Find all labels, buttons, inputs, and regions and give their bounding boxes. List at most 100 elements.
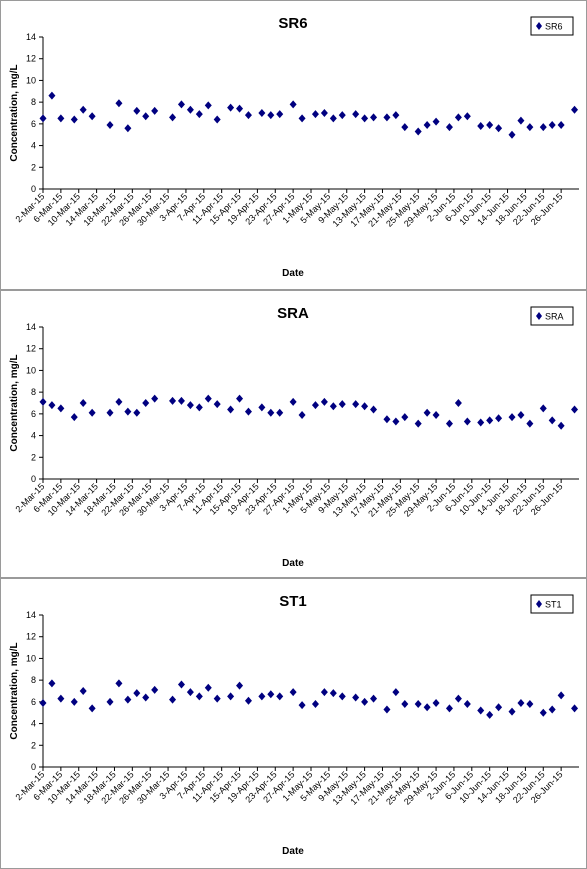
data-point: [338, 111, 346, 120]
data-point: [557, 120, 565, 129]
data-point: [508, 707, 516, 716]
data-point: [195, 110, 203, 119]
legend-marker: [536, 312, 542, 320]
data-point: [338, 692, 346, 701]
data-point: [401, 700, 409, 709]
data-point: [186, 105, 194, 114]
data-point: [477, 122, 485, 131]
data-point: [423, 408, 431, 417]
x-axis-label: Date: [282, 558, 304, 569]
data-point: [57, 694, 65, 703]
data-point: [571, 704, 579, 713]
data-point: [392, 111, 400, 120]
data-point: [320, 688, 328, 697]
data-point: [432, 117, 440, 126]
y-tick-label: 12: [26, 344, 36, 354]
data-point: [267, 408, 275, 417]
y-axis-label: Concentration, mg/L: [9, 354, 20, 451]
data-point: [445, 419, 453, 428]
y-tick-label: 4: [31, 431, 36, 441]
data-point: [276, 110, 284, 119]
data-point: [548, 120, 556, 129]
data-point: [311, 401, 319, 410]
y-tick-label: 14: [26, 32, 36, 42]
data-point: [39, 698, 47, 707]
data-point: [383, 113, 391, 122]
data-point: [463, 700, 471, 709]
data-point: [236, 394, 244, 403]
data-point: [258, 109, 266, 117]
data-point: [311, 700, 319, 709]
data-point: [177, 100, 185, 109]
data-point: [477, 418, 485, 427]
x-axis-label: Date: [282, 846, 304, 857]
data-point: [486, 416, 494, 425]
y-tick-label: 0: [31, 762, 36, 772]
data-point: [70, 413, 78, 422]
data-point: [57, 114, 65, 123]
data-point: [571, 105, 579, 114]
data-point: [383, 705, 391, 714]
data-point: [526, 700, 534, 709]
legend-entry: SR6: [545, 22, 563, 32]
data-point: [392, 417, 400, 426]
y-tick-label: 6: [31, 697, 36, 707]
data-point: [289, 100, 297, 109]
data-point: [213, 694, 221, 703]
data-point: [57, 404, 65, 413]
data-point: [276, 408, 284, 417]
data-point: [244, 111, 252, 120]
data-point: [39, 114, 47, 123]
chart-panel-sra: SRA SRA 0 2 4 6 8 10 12 14 2-Mar-15 6-Mar-15 10-Mar-…: [0, 290, 587, 578]
data-point: [454, 399, 462, 407]
legend-entry: SRA: [545, 312, 564, 322]
data-point: [352, 400, 360, 409]
y-axis-label: Concentration, mg/L: [9, 642, 20, 739]
data-point: [423, 120, 431, 129]
data-point: [115, 99, 123, 108]
y-tick-label: 6: [31, 119, 36, 129]
data-point: [401, 123, 409, 132]
data-point: [526, 123, 534, 132]
data-point: [267, 690, 275, 699]
data-point: [508, 130, 516, 139]
data-point: [195, 692, 203, 701]
y-tick-label: 4: [31, 719, 36, 729]
data-point: [352, 693, 360, 702]
data-point: [486, 120, 494, 129]
data-point: [454, 694, 462, 703]
data-point: [186, 688, 194, 697]
chart-sra: SRA SRA024681012142-Mar-156-Mar-1510-Mar-…: [9, 305, 579, 569]
y-axis-label: Concentration, mg/L: [9, 64, 20, 161]
data-point: [244, 407, 252, 416]
data-point: [508, 413, 516, 422]
data-point: [142, 693, 150, 702]
data-point: [142, 112, 150, 121]
data-point: [142, 399, 150, 407]
y-tick-label: 14: [26, 322, 36, 332]
data-point: [320, 397, 328, 406]
data-point: [557, 421, 565, 430]
data-point: [370, 113, 378, 122]
data-point: [124, 695, 132, 704]
data-point: [124, 124, 132, 133]
data-point: [169, 396, 177, 405]
data-point: [227, 692, 235, 701]
data-point: [557, 691, 565, 700]
data-point: [106, 408, 114, 417]
chart-title: SR6: [278, 15, 307, 32]
data-point: [454, 113, 462, 122]
data-point: [495, 703, 503, 712]
chart-title: SRA: [277, 305, 309, 322]
y-tick-label: 6: [31, 409, 36, 419]
data-point: [169, 695, 177, 704]
data-point: [432, 698, 440, 707]
y-tick-label: 12: [26, 632, 36, 642]
chart-sr6: SR6 SR6024681012142-Mar-156-Mar-1510-Mar-…: [9, 15, 579, 279]
legend-box: [530, 306, 574, 326]
legend-box: [530, 16, 574, 36]
data-point: [414, 127, 422, 136]
data-point: [258, 403, 266, 412]
legend: ST1: [530, 594, 574, 614]
y-tick-label: 10: [26, 653, 36, 663]
